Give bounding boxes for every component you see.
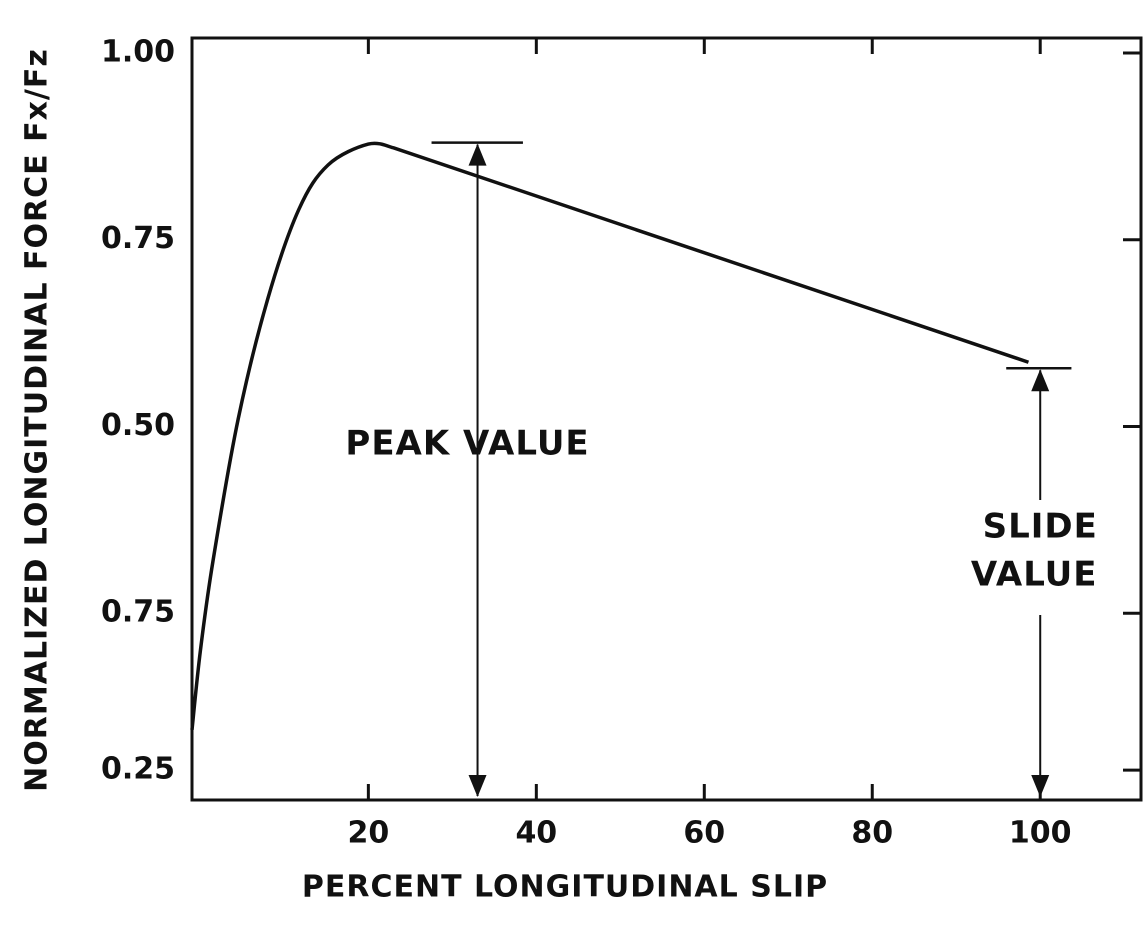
x-axis-title: PERCENT LONGITUDINAL SLIP xyxy=(302,870,828,905)
annotation: PEAK VALUE xyxy=(345,424,589,464)
x-tick-label: 20 xyxy=(347,816,389,851)
y-tick-label: 0.50 xyxy=(101,408,175,443)
y-tick-label: 1.00 xyxy=(101,34,175,69)
curve xyxy=(190,141,1030,730)
y-axis-title: NORMALIZED LONGITUDINAL FORCE Fx/Fz xyxy=(20,48,55,792)
y-tick-label: 0.75 xyxy=(101,221,175,256)
plot-frame xyxy=(190,36,1143,802)
annotation: SLIDE xyxy=(983,507,1098,547)
y-tick-label: 0.25 xyxy=(101,752,175,787)
x-tick-label: 40 xyxy=(515,816,557,851)
annotation: VALUE xyxy=(971,555,1098,595)
y-tick-label: 0.75 xyxy=(101,595,175,630)
x-tick-label: 80 xyxy=(851,816,893,851)
x-tick-label: 100 xyxy=(1009,816,1072,851)
x-tick-label: 60 xyxy=(683,816,725,851)
